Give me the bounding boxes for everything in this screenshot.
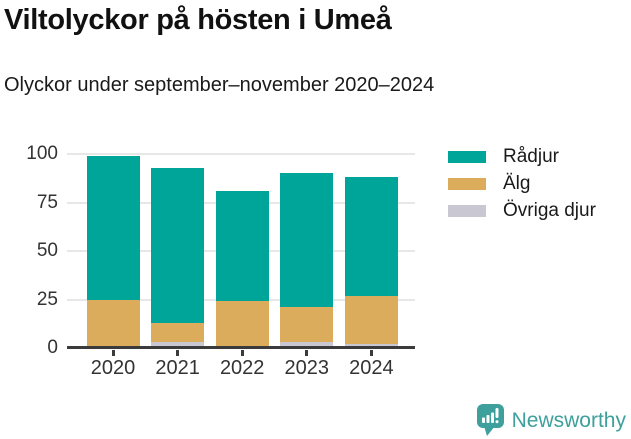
x-axis-tick	[369, 350, 373, 356]
bar-chart-speech-bubble-icon	[476, 404, 504, 436]
x-tick-label: 2024	[349, 357, 394, 379]
y-tick-label: 0	[47, 337, 58, 358]
bar-segment-2021	[151, 167, 205, 323]
x-axis-tick	[176, 350, 180, 356]
bar-segment-2023	[280, 307, 334, 343]
chart-title: Viltolyckor på hösten i Umeå	[4, 4, 392, 36]
bar-segment-2021	[151, 342, 205, 348]
bar-segment-2021	[151, 322, 205, 343]
legend-item-alg: Älg	[448, 173, 596, 194]
x-tick-label: 2021	[155, 357, 200, 379]
bar-segment-2024	[344, 295, 398, 345]
bar-segment-2023	[280, 342, 334, 348]
legend-label-radjur: Rådjur	[503, 146, 559, 167]
x-tick-label: 2023	[284, 357, 330, 379]
bar-2020	[86, 155, 140, 348]
x-tick-label: 2020	[90, 357, 136, 379]
bar-segment-2024	[344, 177, 398, 296]
y-tick-label: 25	[36, 288, 58, 310]
legend-swatch-ovriga-djur	[448, 205, 486, 217]
x-tick-label: 2022	[219, 357, 265, 379]
legend-label-alg: Älg	[503, 173, 531, 194]
legend-item-ovriga-djur: Övriga djur	[448, 200, 596, 221]
x-axis-tick	[111, 350, 115, 356]
bar-2024	[344, 177, 398, 348]
legend-swatch-radjur	[448, 151, 486, 163]
bar-segment-2020	[86, 155, 140, 300]
y-axis-labels: 0 25 50 75 100	[0, 143, 58, 358]
bar-segment-2023	[280, 173, 334, 308]
chart-subtitle: Olyckor under september–november 2020–20…	[4, 74, 435, 96]
plot-area	[67, 153, 415, 356]
brand-name: Newsworthy	[511, 408, 626, 432]
y-tick-label: 100	[26, 143, 58, 164]
gridline	[67, 153, 415, 155]
y-tick-label: 75	[36, 191, 58, 213]
bar-2022	[215, 190, 269, 348]
bar-segment-2020	[86, 299, 140, 347]
bar-2021	[151, 167, 205, 348]
bar-segment-2022	[215, 301, 269, 347]
legend: Rådjur Älg Övriga djur	[448, 146, 596, 229]
legend-item-radjur: Rådjur	[448, 146, 596, 167]
newsworthy-branding: Newsworthy	[476, 404, 626, 437]
x-axis-tick	[305, 350, 309, 356]
x-axis-tick	[240, 350, 244, 356]
legend-label-ovriga-djur: Övriga djur	[503, 200, 596, 221]
x-axis-labels: 2020 2021 2022 2023 2024	[67, 357, 415, 383]
bar-segment-2022	[215, 190, 269, 302]
y-tick-label: 50	[36, 240, 58, 261]
x-axis-line	[67, 346, 415, 349]
bar-2023	[280, 173, 334, 348]
legend-swatch-alg	[448, 178, 486, 190]
